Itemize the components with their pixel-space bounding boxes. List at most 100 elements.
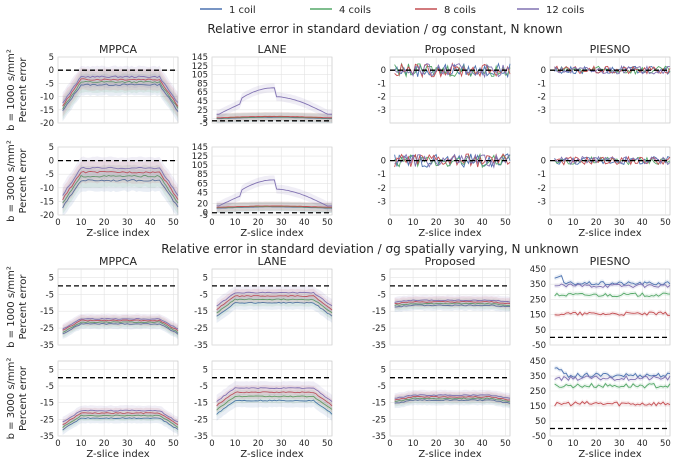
series-line-1-coil [554, 367, 671, 379]
plot-area [211, 56, 333, 124]
section-title-top: Relative error in standard deviation / σ… [207, 22, 562, 36]
y-tick-label: -25 [194, 415, 208, 425]
x-tick-label: 40 [145, 439, 156, 449]
y-tick-label: -35 [372, 341, 386, 351]
y-tick-label: -5 [378, 290, 386, 300]
series-line-8-coils [554, 311, 671, 316]
y-tick-label: -15 [40, 307, 54, 317]
y-tick-label: -5 [200, 290, 208, 300]
panel-lane-s1-r1: 5 -5 -15 -25 -350 10 20 30 40 50 Z-slice index [194, 360, 333, 460]
plot-area [211, 268, 333, 346]
series-line-4-coils [62, 414, 179, 428]
legend: 1 coil 4 coils 8 coils 12 coils [200, 5, 584, 16]
y-tick-label: -35 [40, 341, 54, 351]
y-tick-label: 25 [197, 106, 208, 116]
series-line-12-coils [216, 179, 333, 207]
series-line-4-coils [62, 321, 179, 334]
series-band-3 [394, 389, 510, 404]
x-axis-label: Z-slice index [578, 228, 641, 239]
y-tick-label: -15 [40, 197, 54, 207]
series-band-0 [62, 73, 178, 123]
series-band-1 [216, 112, 332, 123]
series-line-1-coil [216, 116, 333, 120]
x-tick-label: 0 [387, 439, 392, 449]
series-line-12-coils [554, 283, 671, 289]
y-tick-label: 150 [530, 402, 546, 412]
y-tick-label: -25 [372, 415, 386, 425]
y-axis-label: Percent error [18, 365, 29, 431]
y-tick-label: 65 [197, 179, 208, 189]
panel-proposed-s0-r1: 0 -1 -2 -3 0 10 20 30 40 50 Z-slice index [378, 146, 511, 239]
series-line-1-coil [216, 399, 333, 415]
y-tick-label: 5 [49, 273, 54, 283]
column-title: MPPCA [99, 43, 137, 56]
y-tick-label: -50 [532, 341, 546, 351]
series-line-8-coils [394, 301, 511, 305]
column-title: Proposed [425, 43, 476, 56]
x-tick-label: 30 [614, 218, 625, 228]
x-tick-label: 0 [547, 218, 552, 228]
x-tick-label: 20 [431, 439, 442, 449]
series-line-1-coil [394, 304, 511, 308]
series-line-4-coils [216, 298, 333, 314]
y-tick-label: 145 [192, 53, 208, 63]
y-tick-label: 5 [203, 273, 208, 283]
y-tick-label: -20 [40, 211, 54, 221]
y-tick-label: 50 [535, 417, 546, 427]
y-tick-label: -15 [372, 307, 386, 317]
series-line-8-coils [216, 205, 333, 208]
series-line-12-coils [62, 75, 179, 104]
series-line-4-coils [554, 292, 671, 298]
panel-piesno-s0-r1: 0 -1 -2 -3 0 10 20 30 40 50 Z-slice index [538, 146, 671, 239]
series-line-12-coils [394, 153, 511, 169]
y-tick-label: -15 [40, 399, 54, 409]
panel-proposed-s0-r0: 0 -1 -2 -3 Proposed [378, 43, 511, 124]
y-tick-label: 85 [197, 79, 208, 89]
y-tick-label: 45 [197, 188, 208, 198]
x-tick-label: 0 [209, 439, 214, 449]
series-line-12-coils [62, 409, 179, 423]
series-band-2 [216, 201, 332, 212]
y-tick-label: -15 [194, 399, 208, 409]
y-tick-label: -5 [200, 211, 208, 221]
series-line-1-coil [62, 83, 179, 112]
x-tick-label: 50 [168, 218, 179, 228]
series-line-8-coils [554, 400, 671, 407]
plot-area [57, 268, 179, 346]
y-tick-label: -50 [532, 432, 546, 442]
x-tick-label: 10 [568, 439, 579, 449]
x-axis-label: Z-slice index [86, 449, 149, 460]
y-tick-label: 0 [49, 66, 54, 76]
y-tick-label: 0 [381, 157, 386, 167]
series-line-1-coil [394, 399, 511, 404]
series-line-8-coils [62, 412, 179, 425]
y-axis-label: Percent error [18, 274, 29, 340]
series-band-3 [62, 156, 178, 207]
x-tick-label: 50 [500, 218, 511, 228]
column-title: LANE [257, 255, 286, 268]
y-tick-label: -15 [194, 307, 208, 317]
y-tick-label: -25 [40, 324, 54, 334]
series-band-2 [394, 296, 510, 309]
x-axis-label: Z-slice index [86, 228, 149, 239]
y-tick-label: -25 [194, 324, 208, 334]
x-tick-label: 30 [454, 439, 465, 449]
section-title-bottom: Relative error in standard deviation / σ… [161, 242, 579, 256]
x-tick-label: 0 [55, 218, 60, 228]
series-line-8-coils [394, 395, 511, 401]
y-tick-label: 5 [381, 365, 386, 375]
column-title: PIESNO [590, 43, 631, 56]
column-title: PIESNO [590, 255, 631, 268]
x-axis-label: Z-slice index [418, 449, 481, 460]
series-line-12-coils [554, 64, 671, 75]
plot-area [57, 360, 179, 437]
series-line-8-coils [62, 170, 179, 201]
y-tick-label: 0 [541, 66, 546, 76]
series-line-8-coils [62, 319, 179, 332]
x-tick-label: 40 [299, 218, 310, 228]
series-band-1 [554, 290, 670, 299]
x-tick-label: 10 [76, 439, 87, 449]
